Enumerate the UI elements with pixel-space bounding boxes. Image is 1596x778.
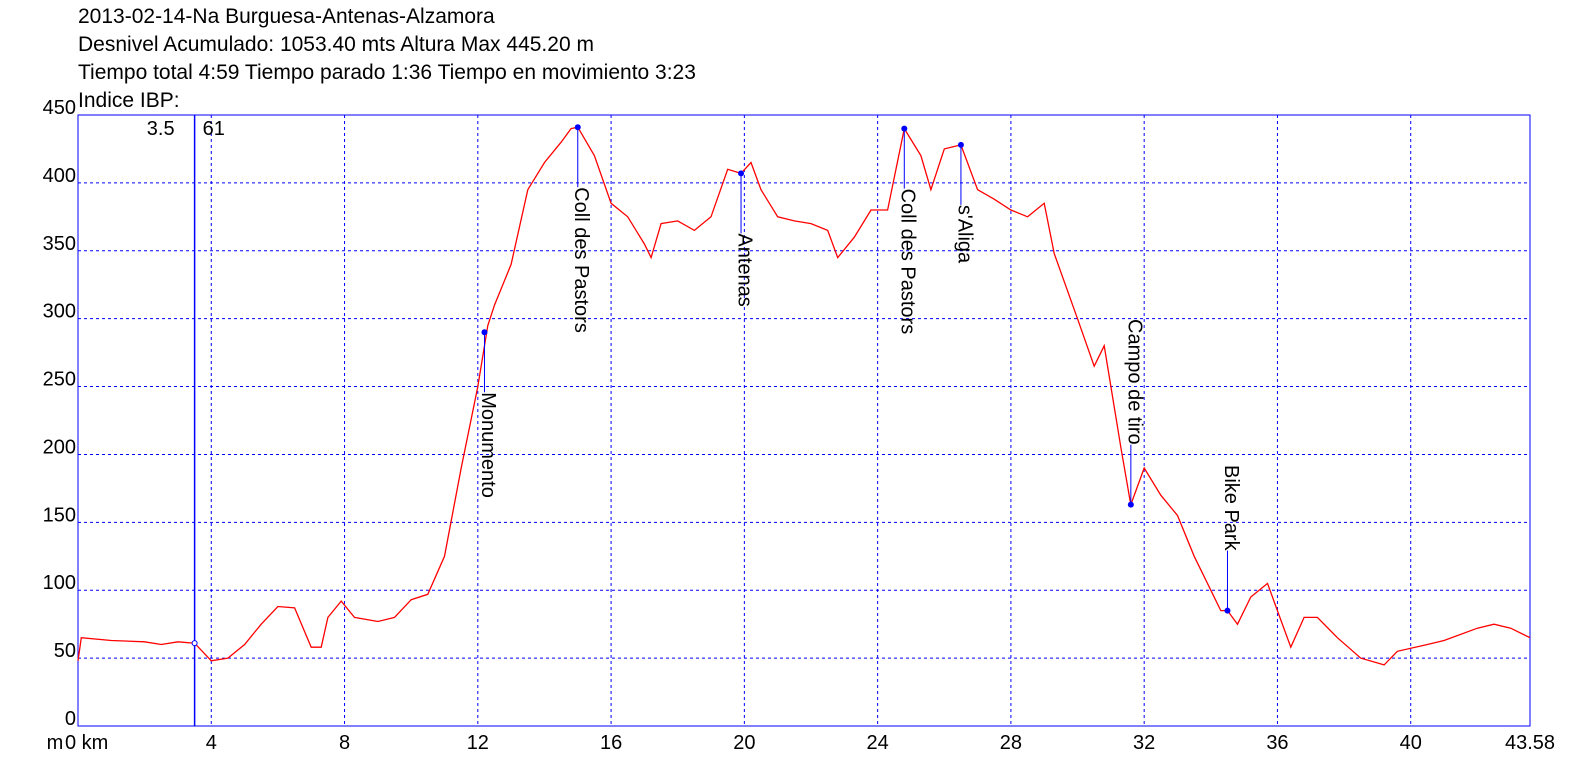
title-line: 2013-02-14-Na Burguesa-Antenas-Alzamora bbox=[78, 5, 495, 28]
y-tick-label: 250 bbox=[43, 369, 76, 391]
x-tick-label: 36 bbox=[1266, 732, 1288, 754]
x-tick-label: 20 bbox=[733, 732, 755, 754]
title-line: Desnivel Acumulado: 1053.40 mts Altura M… bbox=[78, 33, 594, 56]
cursor-point bbox=[191, 640, 198, 647]
waypoint-label: Coll des Pastors bbox=[897, 189, 919, 335]
plot-frame bbox=[77, 114, 1531, 727]
x-tick-label: 16 bbox=[600, 732, 622, 754]
y-tick-label: 350 bbox=[43, 233, 76, 255]
waypoint-point bbox=[574, 124, 581, 131]
x-tick-label: 24 bbox=[867, 732, 889, 754]
y-tick-label: 0 bbox=[65, 708, 76, 730]
y-tick-label: 150 bbox=[43, 504, 76, 526]
y-tick-label: 450 bbox=[43, 97, 76, 119]
elevation-line bbox=[77, 126, 1531, 666]
waypoint-point bbox=[957, 141, 964, 148]
y-tick-label: 100 bbox=[43, 572, 76, 594]
y-tick-label: 200 bbox=[43, 436, 76, 458]
x-tick-label: 4 bbox=[206, 732, 217, 754]
title-line: Tiempo total 4:59 Tiempo parado 1:36 Tie… bbox=[78, 61, 696, 84]
waypoint-label: Bike Park bbox=[1220, 465, 1242, 552]
waypoint-point bbox=[738, 170, 745, 177]
x-tick-label: 43.58 bbox=[1505, 732, 1555, 754]
waypoint-label: Campo de tiro bbox=[1123, 319, 1145, 445]
waypoint-label: Antenas bbox=[733, 233, 755, 306]
waypoint-label: Monumento bbox=[477, 392, 499, 498]
waypoint-label: s'Aliga bbox=[953, 205, 975, 264]
y-tick-label: 400 bbox=[43, 165, 76, 187]
x-tick-label: 32 bbox=[1133, 732, 1155, 754]
y-tick-label: 50 bbox=[54, 640, 76, 662]
cursor-x-label: 3.5 bbox=[147, 118, 175, 140]
x-tick-label: 0 km bbox=[65, 732, 108, 754]
y-unit-label: m bbox=[47, 732, 64, 754]
x-tick-label: 8 bbox=[339, 732, 350, 754]
waypoint-label: Coll des Pastors bbox=[570, 187, 592, 333]
cursor-y-label: 61 bbox=[203, 118, 225, 140]
x-tick-label: 28 bbox=[1000, 732, 1022, 754]
y-tick-label: 300 bbox=[43, 301, 76, 323]
title-line: Indice IBP: bbox=[78, 89, 180, 112]
waypoint-point bbox=[1224, 607, 1231, 614]
waypoint-point bbox=[481, 329, 488, 336]
waypoint-point bbox=[901, 125, 908, 132]
x-tick-label: 12 bbox=[467, 732, 489, 754]
x-tick-label: 40 bbox=[1400, 732, 1422, 754]
waypoint-point bbox=[1127, 501, 1134, 508]
